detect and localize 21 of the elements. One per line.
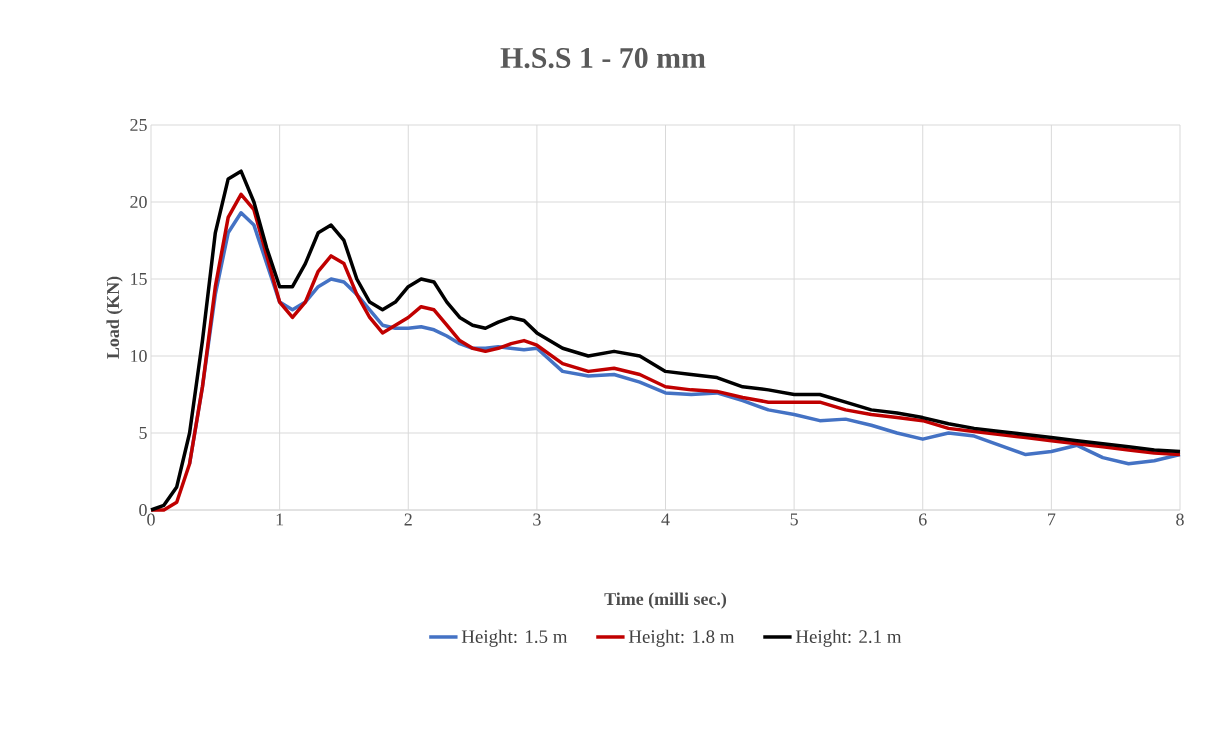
x-tick-label: 0: [147, 513, 155, 526]
legend-label: Height: 2.1 m: [795, 629, 902, 647]
x-tick-label: 7: [1048, 513, 1056, 526]
x-tick-label: 4: [661, 513, 670, 526]
y-tick-label: 15: [131, 272, 147, 285]
x-tick-label: 1: [276, 513, 284, 526]
y-tick-label: 20: [130, 195, 147, 209]
chart-title: H.S.S 1 - 70 mm: [500, 47, 706, 69]
legend-label: Height: 1.5 m: [461, 629, 568, 647]
y-tick-label: 25: [130, 118, 147, 132]
x-tick-label: 8: [1176, 513, 1184, 526]
y-tick-label: 0: [139, 503, 147, 517]
x-tick-label: 6: [919, 513, 927, 526]
x-axis-title: Time (milli sec.): [604, 592, 727, 609]
x-tick-label: 2: [404, 513, 412, 526]
x-tick-label: 5: [790, 513, 798, 526]
y-tick-label: 10: [131, 349, 147, 363]
y-axis-title: Load (KN): [106, 276, 123, 359]
y-tick-label: 5: [139, 427, 147, 439]
x-tick-label: 3: [533, 513, 541, 526]
legend-label: Height: 1.8 m: [628, 629, 735, 647]
